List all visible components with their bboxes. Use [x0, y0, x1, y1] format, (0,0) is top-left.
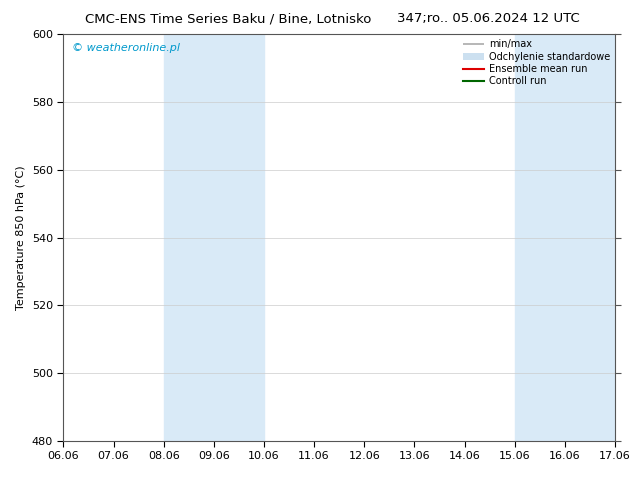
Bar	[515, 34, 615, 441]
Text: © weatheronline.pl: © weatheronline.pl	[72, 43, 179, 53]
Y-axis label: Temperature 850 hPa (°C): Temperature 850 hPa (°C)	[16, 165, 26, 310]
Bar	[164, 34, 264, 441]
Legend: min/max, Odchylenie standardowe, Ensemble mean run, Controll run: min/max, Odchylenie standardowe, Ensembl…	[461, 37, 612, 88]
Text: CMC-ENS Time Series Baku / Bine, Lotnisko: CMC-ENS Time Series Baku / Bine, Lotnisk…	[85, 12, 372, 25]
Text: 347;ro.. 05.06.2024 12 UTC: 347;ro.. 05.06.2024 12 UTC	[397, 12, 579, 25]
